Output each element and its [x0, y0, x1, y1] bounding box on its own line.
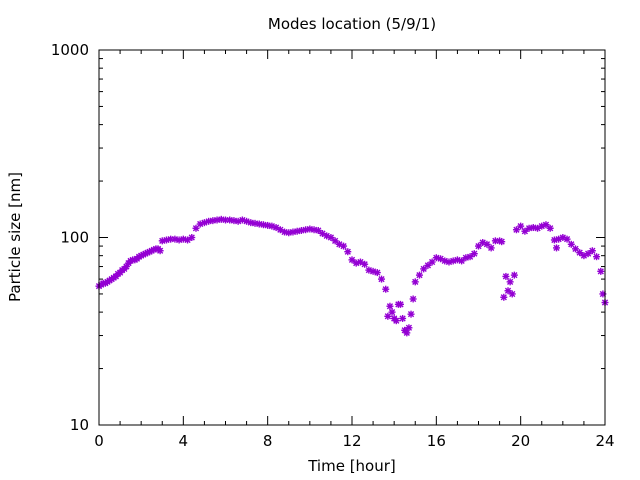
data-point — [378, 275, 386, 283]
data-point — [289, 228, 297, 236]
data-point — [567, 240, 575, 248]
data-point — [361, 260, 369, 268]
data-point — [584, 250, 592, 258]
data-point — [340, 242, 348, 250]
data-points — [95, 215, 609, 337]
data-point — [593, 253, 601, 261]
x-tick-label: 12 — [342, 432, 361, 450]
data-point — [327, 234, 335, 241]
data-point — [597, 267, 605, 275]
data-point — [470, 250, 478, 258]
data-point — [382, 285, 390, 293]
data-point — [510, 271, 518, 279]
x-tick-label: 0 — [94, 432, 104, 450]
x-tick-label: 4 — [179, 432, 189, 450]
data-point — [487, 244, 495, 252]
data-point — [498, 238, 506, 246]
data-point — [156, 247, 164, 255]
data-point — [396, 300, 404, 308]
data-point — [386, 302, 394, 310]
data-point — [405, 324, 413, 332]
data-point — [415, 271, 423, 279]
data-point — [508, 290, 516, 298]
x-tick-label: 24 — [595, 432, 614, 450]
y-axis-label: Particle size [nm] — [6, 172, 24, 302]
data-point — [546, 224, 554, 232]
data-point — [175, 236, 183, 244]
data-point — [506, 278, 514, 286]
data-point — [411, 278, 419, 286]
data-point — [517, 222, 525, 230]
data-point — [504, 287, 512, 295]
axis-ticks: 0 4 8 12 16 20 24 10 100 1000 — [51, 41, 615, 450]
data-point — [373, 269, 381, 277]
data-point — [409, 295, 417, 303]
data-point — [314, 226, 322, 234]
data-point — [285, 229, 293, 237]
data-point — [388, 308, 396, 316]
y-tick-label: 100 — [60, 229, 89, 247]
data-point — [458, 257, 466, 265]
plot-frame — [98, 49, 606, 426]
data-point — [576, 249, 584, 257]
data-point — [466, 253, 474, 261]
x-tick-label: 8 — [263, 432, 273, 450]
data-point — [521, 227, 529, 235]
data-point — [188, 234, 196, 241]
x-tick-label: 20 — [511, 432, 530, 450]
data-point — [553, 244, 561, 252]
y-tick-label: 10 — [70, 416, 89, 434]
data-point — [500, 293, 508, 301]
data-point — [392, 317, 400, 325]
y-tick-label: 1000 — [51, 41, 89, 59]
x-axis-label: Time [hour] — [307, 457, 396, 475]
data-point — [502, 272, 510, 280]
data-point — [588, 247, 596, 255]
data-point — [563, 235, 571, 243]
chart-title: Modes location (5/9/1) — [268, 15, 436, 33]
data-point — [344, 248, 352, 256]
data-point — [542, 221, 550, 229]
data-point — [407, 310, 415, 318]
x-tick-label: 16 — [427, 432, 446, 450]
data-point — [399, 314, 407, 322]
